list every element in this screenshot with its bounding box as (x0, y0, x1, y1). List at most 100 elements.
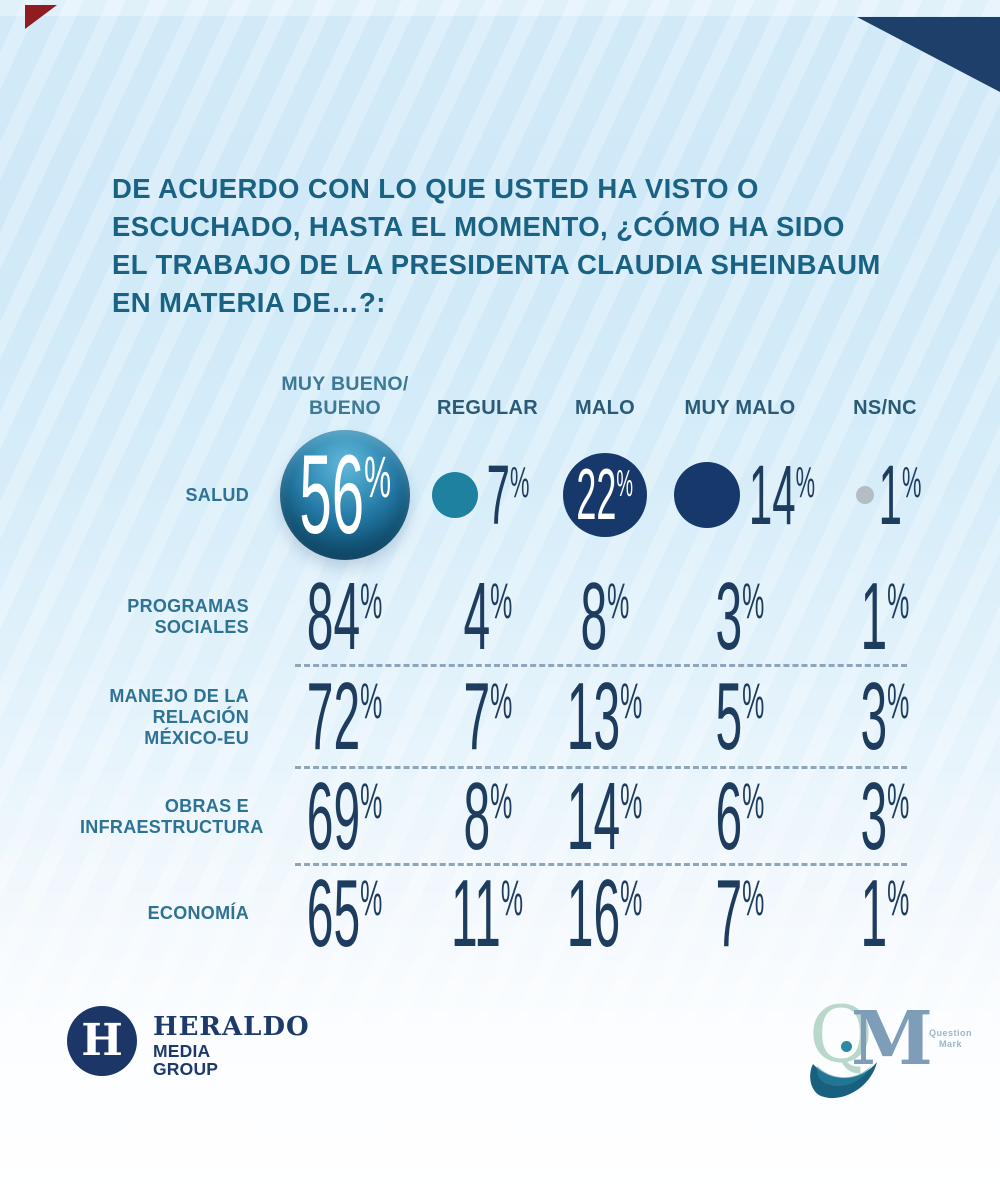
results-table: MUY BUENO/ BUENO REGULAR MALO MUY MALO N… (80, 358, 950, 962)
heraldo-monogram-icon: H (67, 1006, 137, 1076)
cell-economia-muy-bueno: 65% (265, 859, 425, 967)
qm-letter-m: M (851, 996, 933, 1082)
value-obras-muy-malo: 6% (715, 762, 765, 870)
value-salud-muy-bueno: 56% (299, 432, 391, 557)
question-mark-logo: Q M Question Mark (805, 996, 985, 1110)
title-line-2: ESCUCHADO, HASTA EL MOMENTO, ¿CÓMO HA SI… (112, 211, 845, 242)
cell-salud-nsnc: 1% (820, 453, 950, 537)
bubble-value-regular: 7% (431, 453, 544, 537)
row-label-obras-infraestructura: OBRAS E INFRAESTRUCTURA (80, 796, 265, 838)
row-label-programas-line1: PROGRAMAS (127, 596, 249, 616)
value-salud-regular: 7% (486, 448, 529, 542)
dashed-separator-1 (295, 664, 907, 667)
column-header-nsnc-label: NS/NC (853, 397, 917, 419)
column-header-nsnc: NS/NC (820, 397, 950, 420)
cell-programas-regular: 4% (425, 569, 550, 665)
red-corner-accent (25, 5, 57, 29)
column-header-muy-bueno: MUY BUENO/ BUENO (265, 372, 425, 420)
value-programas-regular: 4% (463, 563, 512, 670)
gray-dot-1pct (856, 486, 874, 504)
row-label-programas-sociales: PROGRAMAS SOCIALES (80, 596, 265, 638)
row-label-economia-line1: ECONOMÍA (147, 903, 249, 923)
column-header-malo-label: MALO (574, 397, 636, 419)
bubble-56pct: 56% (280, 430, 410, 560)
cell-economia-regular: 11% (425, 859, 550, 967)
title-line-3: EL TRABAJO DE LA PRESIDENTA CLAUDIA SHEI… (112, 249, 881, 280)
value-obras-malo: 14% (567, 762, 643, 870)
navy-bubble-22pct: 22% (563, 453, 647, 537)
cell-obras-nsnc: 3% (820, 762, 950, 870)
cell-programas-muy-malo: 3% (660, 569, 820, 665)
qm-caption: Question Mark (929, 1028, 972, 1050)
cell-programas-malo: 8% (550, 569, 660, 665)
value-programas-nsnc: 1% (860, 563, 910, 670)
value-relacion-regular: 7% (463, 663, 512, 770)
column-header-regular: REGULAR (425, 397, 550, 420)
top-light-strip (0, 0, 1000, 16)
table-row-obras-infraestructura: OBRAS E INFRAESTRUCTURA 69% 8% 14% 6% 3% (80, 768, 950, 865)
cell-relacion-malo: 13% (550, 669, 660, 765)
cell-salud-regular: 7% (425, 453, 550, 537)
value-obras-nsnc: 3% (860, 762, 910, 870)
row-label-relacion-line1: MANEJO DE LA (109, 685, 249, 706)
value-relacion-nsnc: 3% (860, 663, 910, 770)
value-salud-muy-malo: 14% (748, 448, 816, 542)
row-label-programas-line2: SOCIALES (154, 617, 249, 637)
qm-swoosh-icon (810, 1062, 877, 1099)
value-economia-nsnc: 1% (860, 859, 910, 967)
navy-dot-14pct (674, 462, 740, 528)
table-row-salud: SALUD 56% 7% 22% 14 (80, 422, 950, 568)
cell-economia-malo: 16% (550, 859, 660, 967)
cell-economia-nsnc: 1% (820, 859, 950, 967)
dashed-separator-2 (295, 766, 907, 769)
question-title: DE ACUERDO CON LO QUE USTED HA VISTO O E… (112, 170, 902, 322)
column-header-regular-label: REGULAR (437, 397, 538, 419)
qm-caption-line1: Question (929, 1028, 973, 1038)
value-relacion-muy-malo: 5% (715, 663, 765, 770)
column-header-malo: MALO (550, 397, 660, 420)
table-header-row: MUY BUENO/ BUENO REGULAR MALO MUY MALO N… (80, 358, 950, 422)
cell-relacion-nsnc: 3% (820, 669, 950, 765)
heraldo-name: HERALDO (153, 1012, 310, 1042)
heraldo-subtitle: MEDIA GROUP (153, 1041, 219, 1079)
cell-relacion-muy-bueno: 72% (265, 669, 425, 765)
value-relacion-muy-bueno: 72% (307, 663, 383, 770)
cell-obras-muy-malo: 6% (660, 762, 820, 870)
cell-programas-nsnc: 1% (820, 569, 950, 665)
column-header-muy-malo-label: MUY MALO (684, 397, 796, 419)
value-salud-malo: 22% (576, 455, 634, 535)
row-label-salud: SALUD (80, 485, 265, 506)
table-row-programas-sociales: PROGRAMAS SOCIALES 84% 4% 8% 3% 1% (80, 568, 950, 666)
value-programas-malo: 8% (580, 563, 630, 670)
navy-corner-triangle (857, 17, 1000, 92)
row-label-relacion-line3: MÉXICO-EU (144, 727, 249, 748)
value-economia-regular: 11% (451, 859, 524, 967)
value-relacion-malo: 13% (567, 663, 643, 770)
qm-caption-line2: Mark (939, 1039, 963, 1049)
value-salud-nsnc: 1% (878, 448, 922, 542)
title-line-4: EN MATERIA DE…?: (112, 287, 386, 318)
column-header-muy-bueno-line1: MUY BUENO/ (281, 373, 409, 395)
bubble-value-muy-malo: 14% (674, 453, 820, 537)
row-label-relacion-mexico-eu: MANEJO DE LA RELACIÓN MÉXICO-EU (80, 686, 265, 749)
cell-salud-malo: 22% (550, 453, 660, 537)
row-label-relacion-line2: RELACIÓN (152, 706, 249, 727)
value-economia-muy-malo: 7% (715, 859, 765, 967)
column-header-muy-malo: MUY MALO (660, 397, 820, 420)
value-obras-muy-bueno: 69% (307, 762, 383, 870)
value-economia-malo: 16% (567, 859, 643, 967)
bubble-value-nsnc: 1% (856, 453, 922, 537)
column-header-muy-bueno-line2: BUENO (309, 397, 381, 419)
row-label-salud-line1: SALUD (185, 484, 249, 505)
qm-dot-icon (841, 1041, 852, 1052)
teal-dot-7pct (431, 472, 478, 518)
value-economia-muy-bueno: 65% (307, 859, 383, 967)
cell-relacion-muy-malo: 5% (660, 669, 820, 765)
value-programas-muy-bueno: 84% (307, 563, 383, 670)
cell-programas-muy-bueno: 84% (265, 569, 425, 665)
cell-obras-malo: 14% (550, 762, 660, 870)
cell-obras-regular: 8% (425, 768, 550, 865)
cell-salud-muy-malo: 14% (660, 453, 820, 537)
cell-economia-muy-malo: 7% (660, 859, 820, 967)
